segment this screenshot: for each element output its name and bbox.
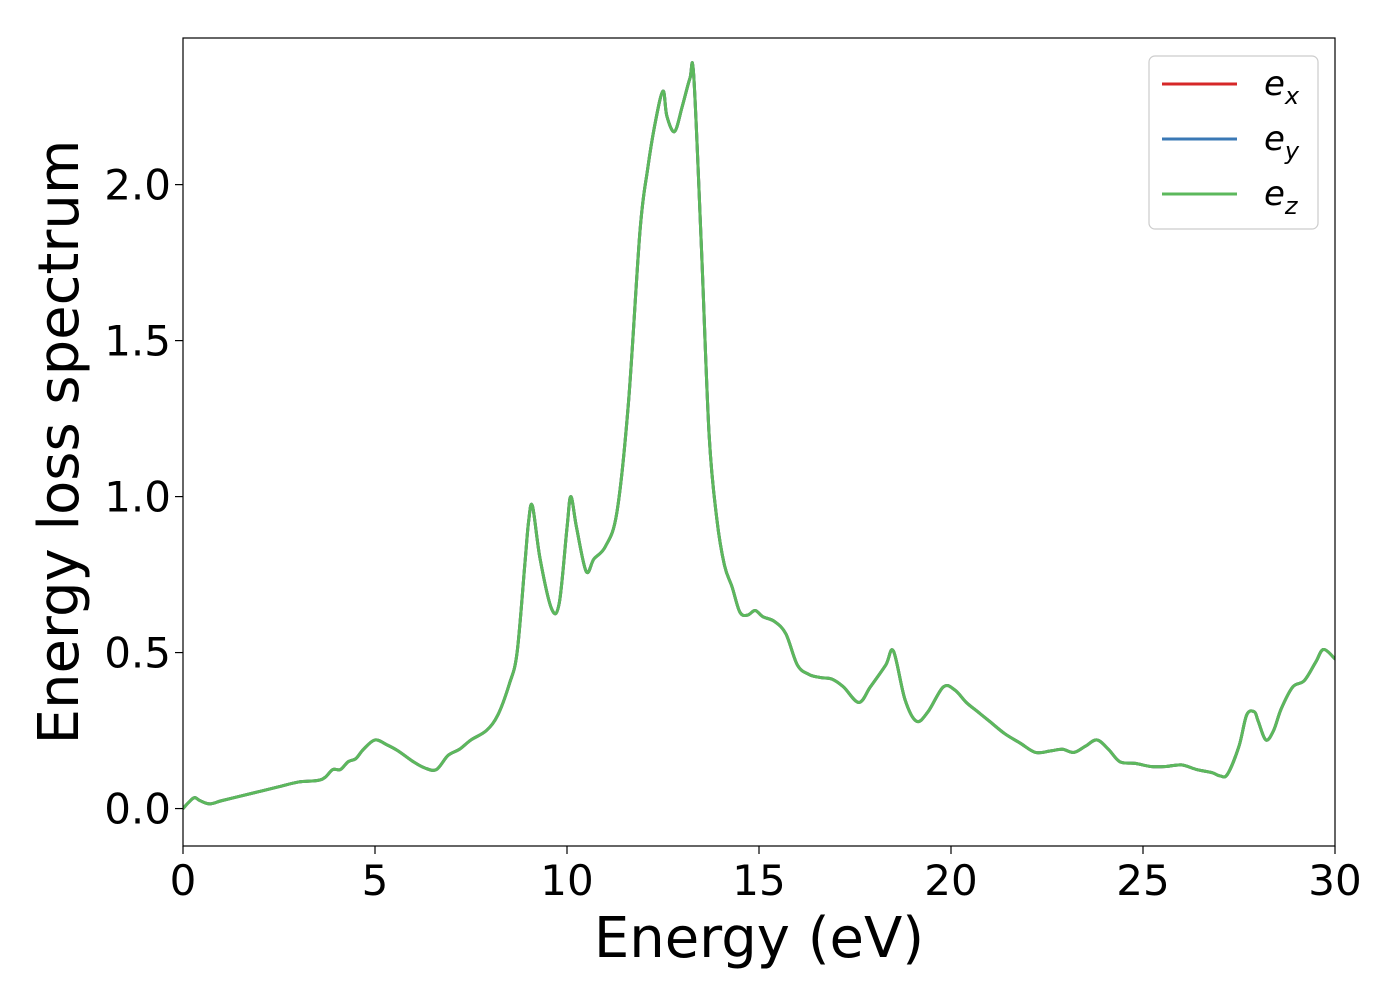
x-axis-label: Energy (eV) [594, 906, 924, 971]
y-tick-label: 1.5 [104, 317, 171, 366]
y-tick-label: 2.0 [104, 161, 171, 210]
x-axis: 0 5 10 15 20 25 30 [170, 846, 1362, 905]
y-tick-label: 0.0 [104, 785, 171, 834]
y-axis: 0.0 0.5 1.0 1.5 2.0 [104, 161, 183, 834]
series-layer [183, 61, 1335, 811]
legend-items: ex ey ez [1162, 64, 1300, 220]
x-tick-label: 5 [362, 856, 389, 905]
x-tick-label: 10 [540, 856, 593, 905]
legend-label-x: ex [1264, 64, 1300, 110]
x-tick-label: 25 [1116, 856, 1169, 905]
series-line-3 [183, 61, 1335, 811]
legend-label-y: ey [1264, 119, 1300, 165]
x-tick-label: 15 [732, 856, 785, 905]
legend-box [1148, 55, 1319, 230]
plot-background [183, 38, 1335, 846]
x-tick-label: 30 [1308, 856, 1361, 905]
y-axis-label: Energy loss spectrum [27, 140, 92, 745]
x-tick-label: 20 [924, 856, 977, 905]
y-tick-label: 1.0 [104, 473, 171, 522]
legend: ex ey ez [1148, 55, 1319, 230]
y-tick-label: 0.5 [104, 629, 171, 678]
legend-label-z: ez [1264, 174, 1299, 220]
x-tick-label: 0 [170, 856, 197, 905]
